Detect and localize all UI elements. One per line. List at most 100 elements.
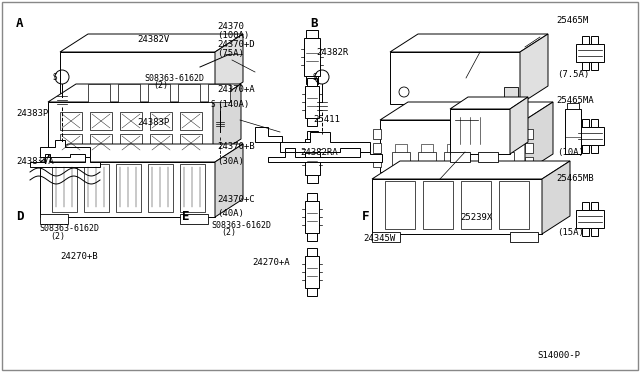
- Text: B: B: [310, 17, 318, 30]
- Text: S08363-6162D: S08363-6162D: [40, 224, 100, 233]
- Bar: [385, 181, 415, 229]
- Bar: [307, 175, 318, 183]
- Bar: [305, 201, 319, 233]
- Text: 24370+D: 24370+D: [218, 40, 255, 49]
- Bar: [120, 112, 142, 130]
- Bar: [180, 214, 208, 224]
- Bar: [118, 84, 140, 102]
- Text: (10A): (10A): [557, 148, 584, 157]
- Bar: [496, 152, 514, 167]
- Bar: [591, 202, 598, 210]
- Bar: [84, 164, 109, 212]
- Bar: [307, 233, 317, 241]
- Bar: [150, 134, 172, 152]
- Polygon shape: [40, 140, 90, 157]
- Bar: [307, 193, 317, 201]
- Bar: [461, 181, 491, 229]
- Text: 24270+B: 24270+B: [61, 252, 99, 261]
- Bar: [180, 164, 205, 212]
- Polygon shape: [380, 120, 525, 172]
- Text: 24382RA: 24382RA: [301, 148, 339, 157]
- Polygon shape: [40, 144, 243, 162]
- Text: 24370+B: 24370+B: [218, 142, 255, 151]
- Bar: [421, 144, 433, 152]
- Bar: [591, 119, 598, 127]
- Bar: [180, 112, 202, 130]
- Polygon shape: [215, 34, 243, 100]
- Text: 24383P: 24383P: [16, 109, 48, 118]
- Polygon shape: [390, 52, 520, 104]
- Bar: [591, 228, 598, 236]
- Bar: [148, 164, 173, 212]
- Text: (2): (2): [50, 232, 65, 241]
- Text: S14000-P: S14000-P: [538, 351, 580, 360]
- Bar: [148, 84, 170, 102]
- Text: S08363-6162D: S08363-6162D: [211, 221, 271, 230]
- Bar: [88, 84, 110, 102]
- Bar: [307, 118, 317, 126]
- Bar: [473, 144, 485, 152]
- Text: 24382V: 24382V: [138, 35, 170, 44]
- Polygon shape: [542, 161, 570, 234]
- Bar: [178, 84, 200, 102]
- Bar: [306, 76, 318, 84]
- Bar: [423, 181, 453, 229]
- Bar: [473, 166, 485, 172]
- Text: 25465M: 25465M: [557, 16, 589, 25]
- Bar: [510, 232, 538, 242]
- Text: (2): (2): [154, 81, 168, 90]
- Bar: [499, 166, 511, 172]
- Text: 24370+C: 24370+C: [218, 195, 255, 203]
- Bar: [478, 152, 498, 162]
- Polygon shape: [372, 179, 542, 234]
- Bar: [372, 232, 400, 242]
- Bar: [444, 152, 462, 167]
- Text: (75A): (75A): [218, 49, 244, 58]
- Bar: [447, 144, 459, 152]
- Polygon shape: [372, 161, 570, 179]
- Bar: [576, 44, 604, 62]
- Bar: [395, 166, 407, 172]
- Bar: [576, 210, 604, 228]
- Bar: [373, 129, 381, 139]
- Bar: [116, 164, 141, 212]
- Text: F: F: [362, 210, 369, 223]
- Bar: [373, 143, 381, 153]
- Bar: [582, 119, 589, 127]
- Text: 24270+A: 24270+A: [253, 258, 291, 267]
- Bar: [304, 38, 320, 76]
- Bar: [307, 248, 317, 256]
- Text: 24370+A: 24370+A: [218, 85, 255, 94]
- Text: (140A): (140A): [218, 100, 250, 109]
- Polygon shape: [525, 102, 553, 172]
- Polygon shape: [48, 84, 241, 102]
- Text: 25465MB: 25465MB: [557, 174, 595, 183]
- Bar: [150, 112, 172, 130]
- Polygon shape: [215, 144, 243, 217]
- Bar: [305, 139, 320, 175]
- Bar: [591, 145, 598, 153]
- Text: 2438²VA: 2438²VA: [16, 157, 54, 166]
- Bar: [591, 36, 598, 44]
- Bar: [582, 145, 589, 153]
- Bar: [582, 36, 589, 44]
- Polygon shape: [48, 102, 213, 157]
- Text: E: E: [182, 210, 190, 223]
- Text: S: S: [313, 73, 317, 81]
- Text: S: S: [52, 73, 58, 81]
- Polygon shape: [60, 52, 215, 100]
- Polygon shape: [380, 102, 553, 120]
- Bar: [40, 214, 68, 224]
- Bar: [392, 152, 410, 167]
- Polygon shape: [268, 152, 382, 162]
- Bar: [90, 112, 112, 130]
- Polygon shape: [255, 127, 282, 142]
- Text: 25465MA: 25465MA: [557, 96, 595, 105]
- Bar: [208, 84, 230, 102]
- Bar: [305, 256, 319, 288]
- Bar: [120, 134, 142, 152]
- Bar: [591, 62, 598, 70]
- Text: (7.5A): (7.5A): [557, 70, 589, 79]
- Bar: [499, 144, 511, 152]
- Text: (40A): (40A): [218, 209, 244, 218]
